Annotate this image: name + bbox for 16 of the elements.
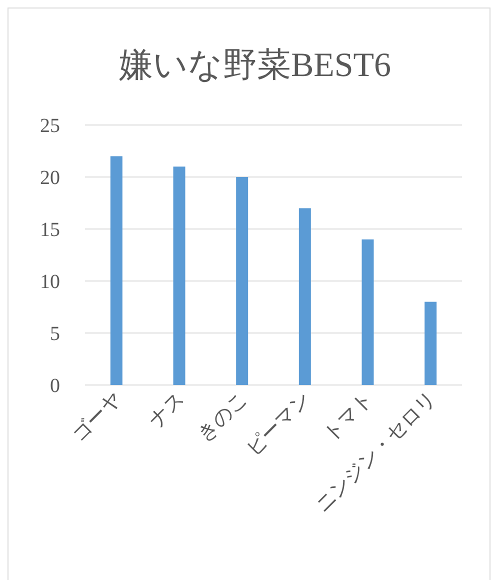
y-tick-label: 10: [40, 271, 60, 293]
chart-title: 嫌いな野菜BEST6: [118, 47, 392, 84]
x-tick-label: ゴーヤ: [68, 388, 126, 446]
y-tick-label: 5: [50, 323, 60, 345]
bar: [173, 166, 186, 385]
x-tick-label: ナス: [144, 388, 189, 432]
y-tick-label: 15: [40, 219, 60, 241]
bar: [424, 302, 437, 385]
bar: [298, 208, 311, 385]
y-tick-label: 20: [40, 167, 60, 189]
bar: [362, 239, 374, 385]
y-tick-label: 0: [50, 375, 60, 397]
x-tick-label: トマト: [319, 388, 378, 446]
y-tick-label: 25: [40, 115, 60, 137]
bar: [236, 177, 248, 385]
bar: [110, 156, 122, 385]
